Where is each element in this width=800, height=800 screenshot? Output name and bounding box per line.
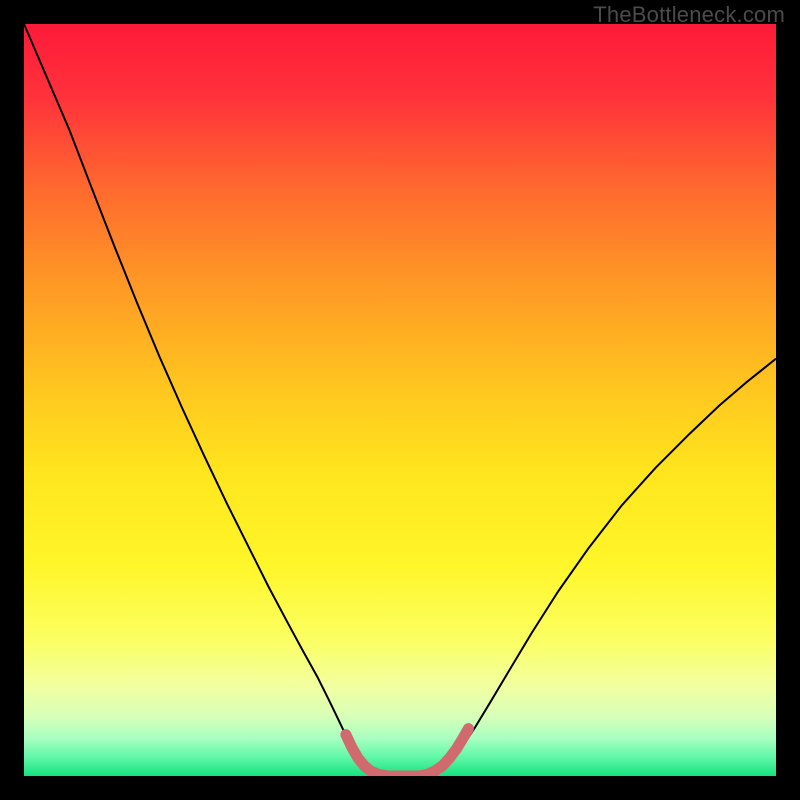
optimal-range-marker (341, 729, 351, 739)
optimal-range-marker (451, 744, 461, 754)
chart-svg (24, 24, 776, 776)
gradient-background (24, 24, 776, 776)
optimal-range-marker (353, 753, 363, 763)
plot-area (24, 24, 776, 776)
optimal-range-marker (463, 723, 473, 733)
watermark-text: TheBottleneck.com (593, 2, 785, 28)
optimal-range-marker (438, 760, 448, 770)
